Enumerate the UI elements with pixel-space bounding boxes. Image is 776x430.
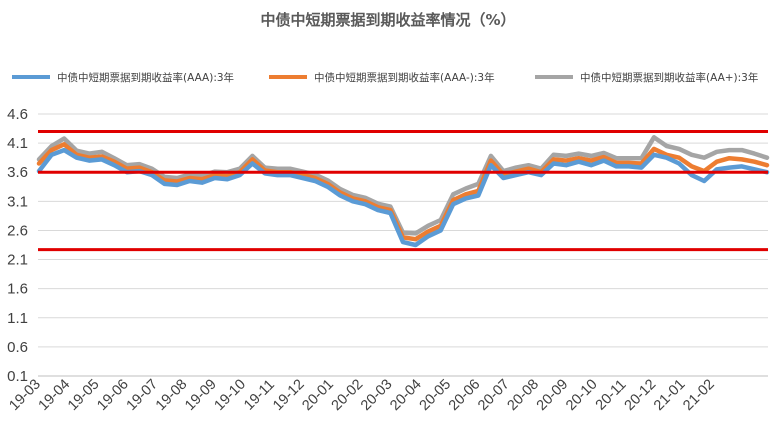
y-axis-ticks: 4.6 4.1 3.6 3.1 2.6 2.1 1.6 1.1 0.6 0.1	[7, 106, 28, 385]
x-tick-label: 20-11	[593, 377, 630, 414]
y-tick-label: 1.6	[7, 281, 28, 298]
x-tick-label: 20-05	[417, 376, 455, 414]
y-tick-label: 4.6	[7, 106, 28, 123]
chart-title: 中债中短期票据到期收益率情况（%）	[260, 11, 515, 29]
y-tick-label: 1.1	[7, 310, 28, 327]
x-tick-label: 20-03	[358, 376, 396, 414]
y-tick-label: 2.1	[7, 252, 28, 269]
x-tick-label: 20-12	[622, 376, 660, 414]
x-tick-label: 20-06	[446, 376, 484, 414]
x-tick-label: 19-05	[65, 376, 103, 414]
x-tick-label: 20-04	[387, 376, 425, 414]
x-tick-label: 19-10	[212, 376, 250, 414]
legend-label-aaa-minus: 中债中短期票据到期收益率(AAA-):3年	[314, 71, 495, 84]
x-tick-label: 19-09	[182, 376, 220, 414]
x-tick-label: 20-07	[475, 376, 513, 414]
x-tick-label: 19-12	[270, 376, 308, 414]
y-tick-label: 0.6	[7, 339, 28, 356]
series-line	[36, 142, 770, 242]
x-tick-label: 19-08	[153, 376, 191, 414]
x-tick-label: 21-02	[680, 376, 718, 414]
x-tick-label: 19-04	[36, 376, 74, 414]
legend: 中债中短期票据到期收益率(AAA):3年 中债中短期票据到期收益率(AAA-):…	[12, 71, 758, 84]
x-tick-label: 21-01	[651, 376, 689, 414]
x-tick-label: 20-01	[299, 376, 337, 414]
x-tick-label: 20-08	[505, 376, 543, 414]
y-tick-label: 2.6	[7, 222, 28, 239]
x-tick-label: 20-09	[534, 376, 572, 414]
y-tick-label: 3.6	[7, 164, 28, 181]
y-tick-label: 4.1	[7, 135, 28, 152]
y-tick-label: 0.1	[7, 368, 28, 385]
x-axis-ticks: 19-0319-0419-0519-0619-0719-0819-0919-10…	[6, 376, 717, 414]
y-tick-label: 3.1	[7, 193, 28, 210]
x-tick-label: 19-06	[94, 376, 132, 414]
x-tick-label: 20-10	[563, 376, 601, 414]
legend-label-aaa: 中债中短期票据到期收益率(AAA):3年	[57, 71, 234, 84]
legend-label-aa-plus: 中债中短期票据到期收益率(AA+):3年	[580, 71, 758, 84]
x-tick-label: 19-11	[241, 377, 278, 414]
reference-lines	[38, 129, 768, 252]
x-tick-label: 19-07	[124, 376, 162, 414]
x-tick-label: 20-02	[329, 376, 367, 414]
series-lines	[36, 135, 770, 248]
series-line	[36, 147, 770, 248]
